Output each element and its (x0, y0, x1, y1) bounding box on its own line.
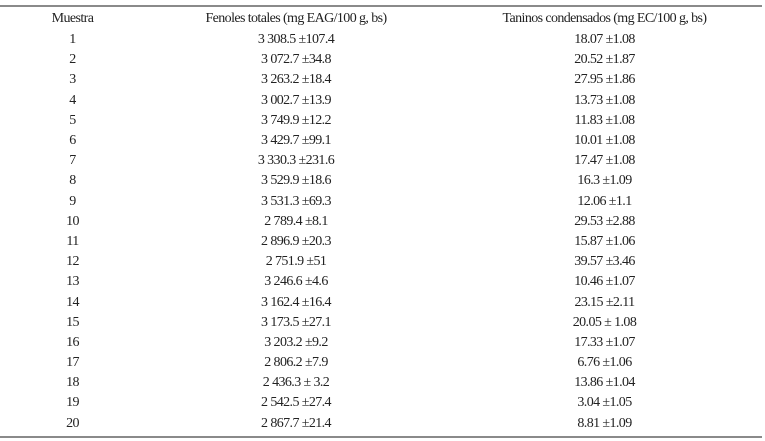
cell-muestra: 6 (69, 133, 76, 149)
cell-muestra: 9 (69, 193, 76, 209)
cell-muestra: 8 (69, 173, 76, 189)
cell-muestra: 5 (69, 112, 76, 128)
cell-muestra: 11 (66, 233, 79, 249)
cell-taninos: 8.81 ±1.09 (577, 415, 632, 431)
cell-taninos: 29.53 ±2.88 (574, 213, 635, 229)
table-row: 2 3 072.7 ±34.8 20.52 ±1.87 (0, 50, 762, 70)
table-row: 8 3 529.9 ±18.6 16.3 ±1.09 (0, 171, 762, 191)
table-row: 19 2 542.5 ±27.4 3.04 ±1.05 (0, 393, 762, 413)
cell-taninos: 11.83 ±1.08 (574, 112, 635, 128)
cell-fenoles: 3 263.2 ±18.4 (261, 72, 331, 88)
cell-fenoles: 3 429.7 ±99.1 (261, 133, 331, 149)
cell-fenoles: 3 749.9 ±12.2 (261, 112, 331, 128)
cell-fenoles: 3 531.3 ±69.3 (261, 193, 331, 209)
cell-muestra: 14 (66, 294, 79, 310)
cell-taninos: 17.33 ±1.07 (574, 334, 635, 350)
cell-taninos: 23.15 ±2.11 (574, 294, 635, 310)
table-row: 15 3 173.5 ±27.1 20.05 ± 1.08 (0, 313, 762, 333)
header-taninos: Taninos condensados (mg EC/100 g, bs) (502, 11, 708, 26)
cell-taninos: 20.05 ± 1.08 (572, 314, 637, 330)
cell-fenoles: 3 529.9 ±18.6 (261, 173, 331, 189)
cell-taninos: 18.07 ±1.08 (574, 32, 635, 48)
table-row: 16 3 203.2 ±9.2 17.33 ±1.07 (0, 333, 762, 353)
cell-fenoles: 3 308.5 ±107.4 (257, 32, 335, 48)
cell-muestra: 15 (66, 314, 79, 330)
header-row: Muestra Fenoles totales (mg EAG/100 g, b… (0, 8, 762, 30)
table-row: 14 3 162.4 ±16.4 23.15 ±2.11 (0, 292, 762, 312)
header-muestra: Muestra (51, 11, 94, 26)
table-row: 4 3 002.7 ±13.9 13.73 ±1.08 (0, 91, 762, 111)
cell-taninos: 17.47 ±1.08 (574, 153, 635, 169)
cell-taninos: 13.73 ±1.08 (574, 92, 635, 108)
cell-fenoles: 2 867.7 ±21.4 (261, 415, 331, 431)
table-row: 6 3 429.7 ±99.1 10.01 ±1.08 (0, 131, 762, 151)
cell-taninos: 3.04 ±1.05 (577, 395, 632, 411)
cell-fenoles: 3 203.2 ±9.2 (264, 334, 328, 350)
cell-muestra: 7 (69, 153, 76, 169)
top-rule (0, 5, 762, 7)
cell-muestra: 13 (66, 274, 79, 290)
cell-muestra: 17 (66, 355, 79, 371)
cell-taninos: 6.76 ±1.06 (577, 355, 632, 371)
cell-taninos: 27.95 ±1.86 (574, 72, 635, 88)
cell-fenoles: 3 072.7 ±34.8 (261, 52, 331, 68)
table-row: 13 3 246.6 ±4.6 10.46 ±1.07 (0, 272, 762, 292)
cell-muestra: 20 (66, 415, 79, 431)
cell-muestra: 12 (66, 254, 79, 270)
cell-fenoles: 3 002.7 ±13.9 (261, 92, 331, 108)
cell-fenoles: 3 246.6 ±4.6 (264, 274, 328, 290)
data-table: Muestra Fenoles totales (mg EAG/100 g, b… (0, 8, 762, 434)
table-row: 3 3 263.2 ±18.4 27.95 ±1.86 (0, 70, 762, 90)
cell-fenoles: 2 789.4 ±8.1 (264, 213, 328, 229)
cell-taninos: 10.46 ±1.07 (574, 274, 635, 290)
cell-muestra: 10 (66, 213, 79, 229)
cell-fenoles: 3 173.5 ±27.1 (261, 314, 331, 330)
cell-muestra: 16 (66, 334, 79, 350)
cell-fenoles: 2 896.9 ±20.3 (261, 233, 331, 249)
cell-fenoles: 3 162.4 ±16.4 (261, 294, 331, 310)
cell-muestra: 2 (69, 52, 76, 68)
cell-muestra: 1 (69, 32, 76, 48)
cell-taninos: 16.3 ±1.09 (577, 173, 632, 189)
cell-taninos: 39.57 ±3.46 (574, 254, 635, 270)
table-row: 17 2 806.2 ±7.9 6.76 ±1.06 (0, 353, 762, 373)
cell-fenoles: 2 542.5 ±27.4 (261, 395, 331, 411)
header-fenoles: Fenoles totales (mg EAG/100 g, bs) (205, 11, 387, 26)
table-row: 7 3 330.3 ±231.6 17.47 ±1.08 (0, 151, 762, 171)
table-row: 12 2 751.9 ±51 39.57 ±3.46 (0, 252, 762, 272)
table-row: 18 2 436.3 ± 3.2 13.86 ±1.04 (0, 373, 762, 393)
table-row: 11 2 896.9 ±20.3 15.87 ±1.06 (0, 232, 762, 252)
bottom-rule (0, 436, 762, 438)
cell-taninos: 20.52 ±1.87 (574, 52, 635, 68)
table-row: 20 2 867.7 ±21.4 8.81 ±1.09 (0, 414, 762, 434)
cell-muestra: 18 (66, 375, 79, 391)
cell-taninos: 13.86 ±1.04 (574, 375, 635, 391)
cell-fenoles: 3 330.3 ±231.6 (257, 153, 335, 169)
cell-taninos: 15.87 ±1.06 (574, 233, 635, 249)
cell-muestra: 3 (69, 72, 76, 88)
cell-fenoles: 2 436.3 ± 3.2 (262, 375, 330, 391)
table-row: 9 3 531.3 ±69.3 12.06 ±1.1 (0, 192, 762, 212)
cell-fenoles: 2 806.2 ±7.9 (264, 355, 328, 371)
cell-taninos: 12.06 ±1.1 (577, 193, 632, 209)
table-row: 10 2 789.4 ±8.1 29.53 ±2.88 (0, 212, 762, 232)
cell-taninos: 10.01 ±1.08 (574, 133, 635, 149)
table-row: 5 3 749.9 ±12.2 11.83 ±1.08 (0, 111, 762, 131)
cell-muestra: 19 (66, 395, 79, 411)
cell-muestra: 4 (69, 92, 76, 108)
table-row: 1 3 308.5 ±107.4 18.07 ±1.08 (0, 30, 762, 50)
cell-fenoles: 2 751.9 ±51 (265, 254, 327, 270)
